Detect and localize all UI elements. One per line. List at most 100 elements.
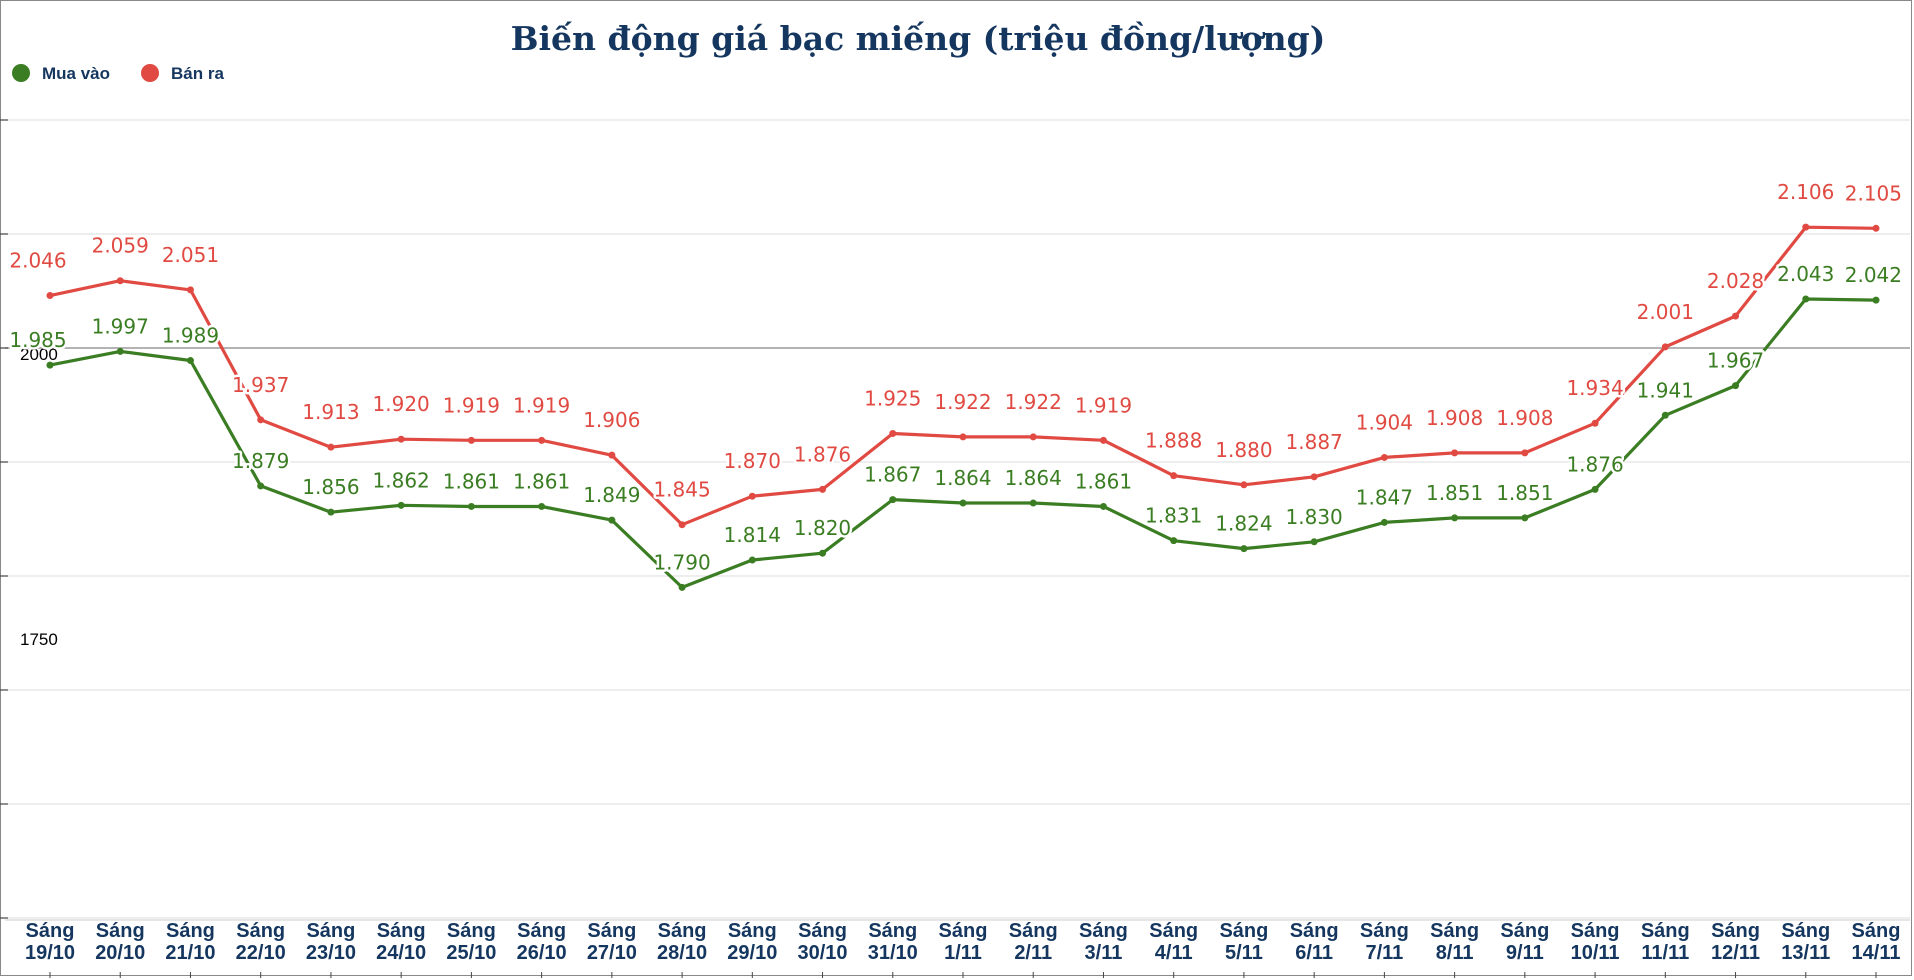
data-point[interactable] [1099, 502, 1107, 510]
data-label: 1.830 [1286, 505, 1343, 529]
data-point[interactable] [1732, 382, 1740, 390]
data-point[interactable] [959, 433, 967, 441]
data-point[interactable] [1451, 514, 1459, 522]
data-label: 1.925 [864, 387, 921, 411]
data-point[interactable] [116, 347, 124, 355]
data-point[interactable] [1170, 537, 1178, 545]
data-point[interactable] [819, 485, 827, 493]
data-point[interactable] [1170, 472, 1178, 480]
data-label: 2.105 [1845, 181, 1902, 205]
data-point[interactable] [1872, 224, 1880, 232]
data-label: 1.847 [1356, 485, 1413, 509]
data-label: 1.820 [794, 516, 851, 540]
data-point[interactable] [397, 501, 405, 509]
data-point[interactable] [1240, 481, 1248, 489]
data-point[interactable] [1099, 436, 1107, 444]
data-point[interactable] [1802, 223, 1810, 231]
x-tick-label: Sáng 10/11 [1571, 920, 1620, 964]
series-lines [46, 223, 1880, 591]
x-tick-label: Sáng 3/11 [1079, 920, 1128, 964]
x-tick-label: Sáng 27/10 [587, 920, 637, 964]
data-point[interactable] [1310, 538, 1318, 546]
x-tick-label: Sáng 31/10 [868, 920, 918, 964]
x-tick-label: Sáng 30/10 [798, 920, 848, 964]
data-point[interactable] [819, 549, 827, 557]
x-tick-label: Sáng 14/11 [1852, 920, 1901, 964]
data-point[interactable] [257, 482, 265, 490]
data-point[interactable] [538, 502, 546, 510]
data-point[interactable] [1521, 449, 1529, 457]
x-tick-label: Sáng 6/11 [1290, 920, 1339, 964]
data-point[interactable] [1802, 295, 1810, 303]
x-tick-label: Sáng 4/11 [1149, 920, 1198, 964]
data-point[interactable] [1732, 312, 1740, 320]
data-point[interactable] [327, 508, 335, 516]
data-label: 1.934 [1566, 376, 1623, 400]
data-point[interactable] [748, 556, 756, 564]
data-label: 1.913 [302, 400, 359, 424]
x-tick-label: Sáng 2/11 [1009, 920, 1058, 964]
y-tick-label: 1750 [20, 630, 58, 649]
data-label: 2.059 [92, 234, 149, 258]
data-point[interactable] [678, 521, 686, 529]
data-label: 1.880 [1215, 438, 1272, 462]
data-label: 1.906 [583, 408, 640, 432]
data-point[interactable] [1661, 343, 1669, 351]
data-point[interactable] [678, 583, 686, 591]
data-point[interactable] [1310, 473, 1318, 481]
data-point[interactable] [1451, 449, 1459, 457]
data-point[interactable] [1591, 419, 1599, 427]
y-axis-ticks: 2000 1750 [20, 345, 58, 649]
legend-item-ban-ra[interactable]: Bán ra [141, 64, 224, 83]
x-tick-label: Sáng 5/11 [1219, 920, 1268, 964]
data-label: 1.862 [373, 468, 430, 492]
data-label: 1.861 [443, 469, 500, 493]
data-point[interactable] [1591, 485, 1599, 493]
data-point[interactable] [186, 357, 194, 365]
data-label: 1.864 [934, 466, 991, 490]
x-tick-label: Sáng 19/10 [25, 920, 75, 964]
data-point[interactable] [1521, 514, 1529, 522]
data-label: 1.920 [373, 392, 430, 416]
data-point[interactable] [186, 286, 194, 294]
x-tick-label: Sáng 1/11 [939, 920, 988, 964]
data-point[interactable] [1029, 499, 1037, 507]
data-point[interactable] [1872, 296, 1880, 304]
data-label: 1.922 [1005, 390, 1062, 414]
x-tick-label: Sáng 22/10 [236, 920, 286, 964]
data-point[interactable] [46, 361, 54, 369]
data-point[interactable] [1380, 453, 1388, 461]
data-point[interactable] [1240, 545, 1248, 553]
data-point[interactable] [889, 430, 897, 437]
data-point[interactable] [467, 502, 475, 510]
data-point[interactable] [1661, 411, 1669, 419]
x-tick-label: Sáng 25/10 [446, 920, 496, 964]
data-point[interactable] [889, 496, 897, 504]
data-point[interactable] [1380, 518, 1388, 526]
data-label: 1.908 [1496, 406, 1553, 430]
gridlines [0, 119, 1910, 921]
data-label: 1.845 [653, 478, 710, 502]
data-label: 1.861 [1075, 469, 1132, 493]
data-point[interactable] [327, 443, 335, 451]
data-point[interactable] [46, 292, 54, 300]
data-label: 1.989 [162, 324, 219, 348]
data-point[interactable] [467, 436, 475, 444]
data-point[interactable] [608, 516, 616, 524]
data-point[interactable] [257, 416, 265, 424]
data-label: 2.046 [9, 249, 66, 273]
data-label: 2.042 [1845, 263, 1902, 287]
data-point[interactable] [1029, 433, 1037, 441]
legend-item-mua-vao[interactable]: Mua vào [12, 64, 110, 83]
data-point[interactable] [748, 492, 756, 500]
legend-label-ban-ra: Bán ra [171, 64, 224, 83]
data-point[interactable] [608, 451, 616, 459]
x-tick-label: Sáng 13/11 [1781, 920, 1830, 964]
legend-label-mua-vao: Mua vào [42, 64, 110, 83]
data-point[interactable] [959, 499, 967, 507]
data-point[interactable] [116, 277, 124, 285]
data-point[interactable] [538, 436, 546, 444]
x-tick-label: Sáng 9/11 [1500, 920, 1549, 964]
data-point[interactable] [397, 435, 405, 443]
